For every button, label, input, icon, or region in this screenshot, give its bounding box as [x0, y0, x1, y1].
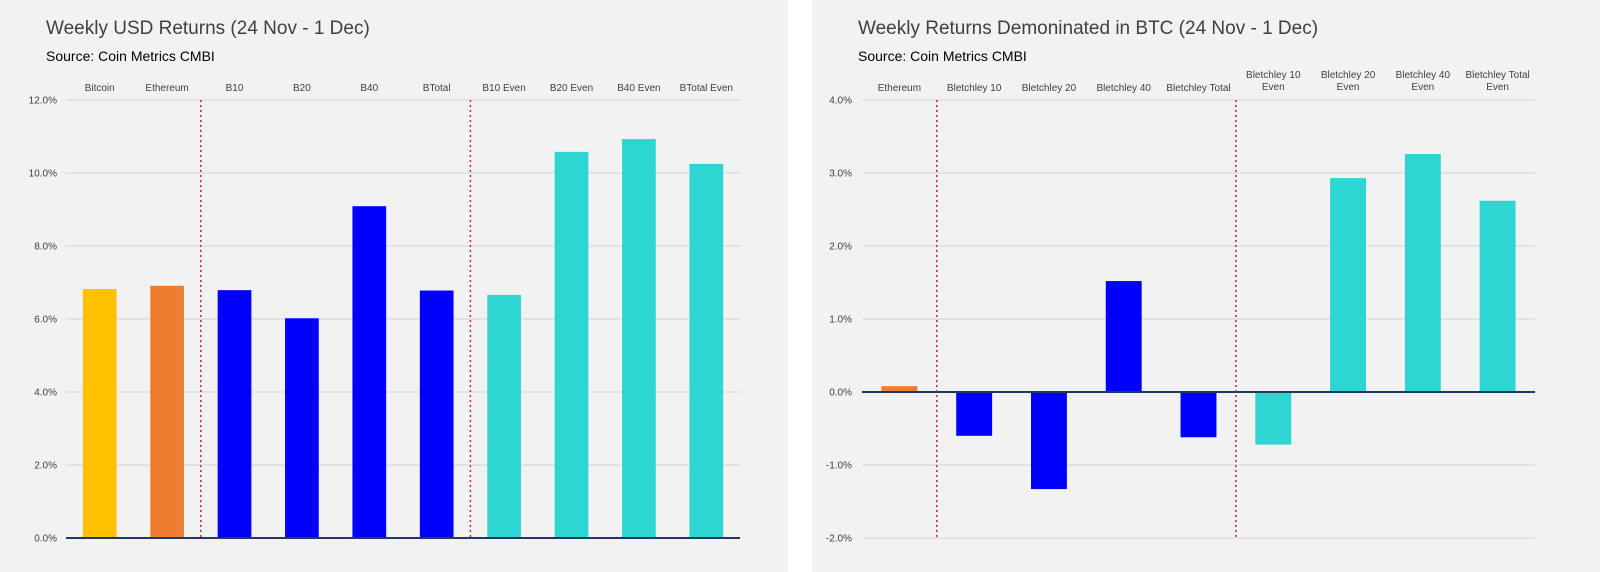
- y-tick-label: 4.0%: [829, 96, 852, 107]
- category-label: B10: [226, 83, 244, 94]
- bar: [150, 285, 184, 538]
- usd-returns-chart: 0.0% 2.0% 4.0% 6.0% 8.0% 10.0% 12.0% Bitcoin Eth…: [29, 83, 740, 545]
- bar: [881, 386, 918, 392]
- category-label: Ethereum: [878, 83, 921, 94]
- y-tick-label: 10.0%: [29, 169, 57, 180]
- chart-subtitle: Source: Coin Metrics CMBI: [858, 48, 1027, 64]
- bar: [419, 290, 454, 538]
- category-label: Bletchley 20: [1022, 83, 1077, 94]
- category-label: B20: [293, 83, 311, 94]
- bar: [1479, 200, 1516, 392]
- y-tick-label: 3.0%: [829, 169, 852, 180]
- category-label: Bletchley 10 Even: [1246, 70, 1301, 93]
- category-label: Bletchley Total Even: [1465, 70, 1529, 93]
- y-tick-label: 0.0%: [34, 534, 57, 545]
- category-label: BTotal Even: [680, 83, 733, 94]
- btc-returns-panel: Weekly Returns Demoninated in BTC (24 No…: [812, 0, 1600, 572]
- bar: [1330, 178, 1367, 392]
- bar: [1255, 392, 1292, 445]
- bar: [285, 318, 319, 538]
- category-label: B40 Even: [617, 83, 660, 94]
- y-tick-label: 2.0%: [34, 461, 57, 472]
- bar: [554, 151, 589, 538]
- y-tick-label: 6.0%: [34, 315, 57, 326]
- category-label: Bletchley 40: [1096, 83, 1151, 94]
- y-tick-label: -2.0%: [826, 534, 852, 545]
- y-tick-label: 8.0%: [34, 242, 57, 253]
- y-tick-label: 2.0%: [829, 242, 852, 253]
- bar: [622, 139, 656, 538]
- btc-returns-chart: -2.0% -1.0% 0.0% 1.0% 2.0% 3.0% 4.0% Ethereum Bl…: [826, 70, 1535, 545]
- bar: [1404, 154, 1441, 392]
- chart-title: Weekly Returns Demoninated in BTC (24 No…: [858, 18, 1319, 39]
- bar: [956, 392, 993, 436]
- y-tick-label: 4.0%: [34, 388, 57, 399]
- bar: [1105, 281, 1142, 392]
- bar: [352, 206, 387, 538]
- category-label: Ethereum: [145, 83, 188, 94]
- usd-returns-panel: Weekly USD Returns (24 Nov - 1 Dec) Sour…: [0, 0, 788, 572]
- y-tick-label: 1.0%: [829, 315, 852, 326]
- chart-subtitle: Source: Coin Metrics CMBI: [46, 48, 215, 64]
- bar: [217, 290, 252, 538]
- bar: [487, 294, 521, 538]
- bar: [1030, 392, 1067, 490]
- bar: [1180, 392, 1217, 438]
- category-label: Bletchley 10: [947, 83, 1002, 94]
- category-label: BTotal: [423, 83, 451, 94]
- y-tick-label: 0.0%: [829, 388, 852, 399]
- category-label: Bletchley Total: [1166, 83, 1230, 94]
- y-tick-label: -1.0%: [826, 461, 852, 472]
- category-label: Bletchley 20 Even: [1321, 70, 1376, 93]
- bar: [82, 289, 117, 538]
- category-label: B10 Even: [482, 83, 525, 94]
- category-label: Bletchley 40 Even: [1396, 70, 1451, 93]
- chart-title: Weekly USD Returns (24 Nov - 1 Dec): [46, 18, 370, 39]
- y-tick-label: 12.0%: [29, 96, 57, 107]
- bar: [689, 163, 724, 538]
- category-label: B20 Even: [550, 83, 593, 94]
- category-label: B40: [360, 83, 378, 94]
- category-label: Bitcoin: [85, 83, 115, 94]
